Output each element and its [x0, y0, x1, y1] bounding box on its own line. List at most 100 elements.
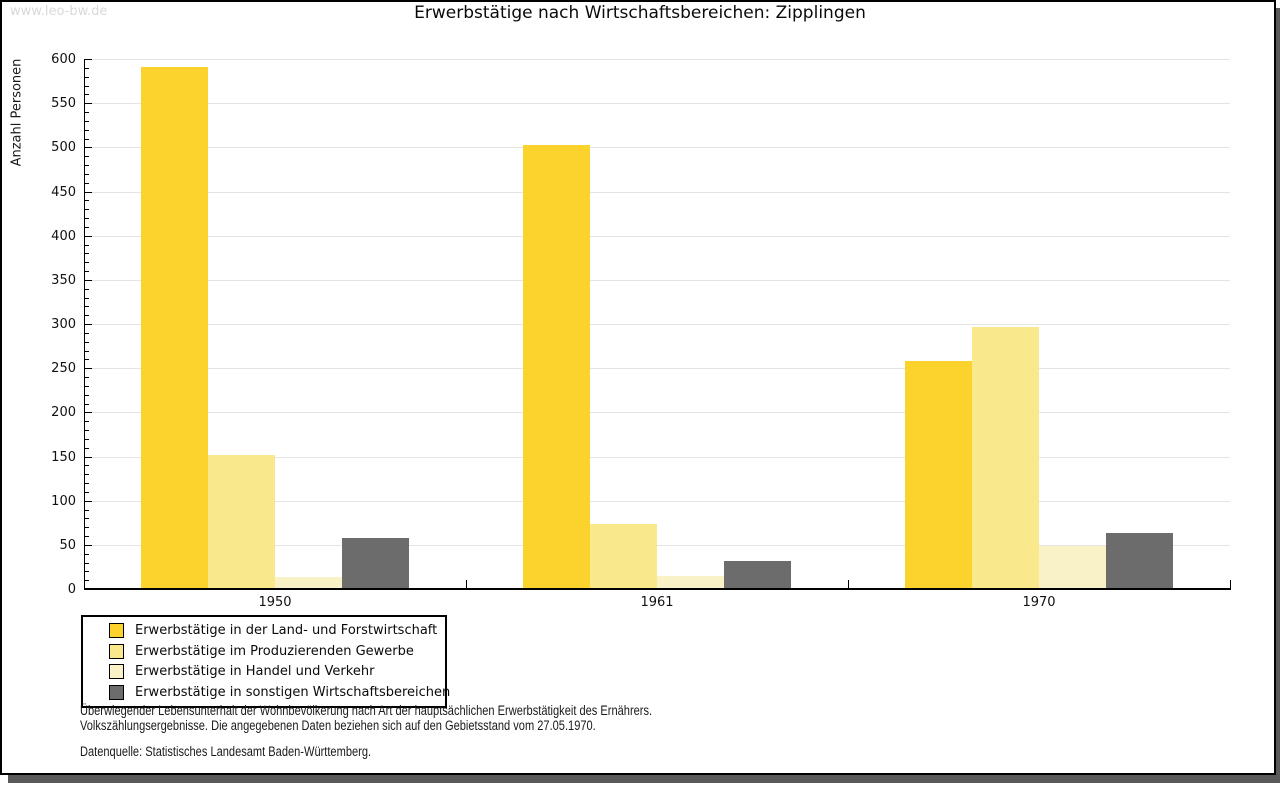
legend-label: Erwerbstätige in Handel und Verkehr: [135, 664, 375, 679]
y-minor-tick: [85, 112, 89, 113]
y-tick-label: 300: [51, 317, 76, 332]
y-minor-tick: [85, 200, 89, 201]
y-minor-tick: [85, 342, 89, 343]
y-minor-tick: [85, 289, 89, 290]
y-minor-tick: [85, 483, 89, 484]
y-major-tick: [85, 59, 92, 60]
y-major-tick: [85, 280, 92, 281]
y-minor-tick: [85, 121, 89, 122]
y-minor-tick: [85, 218, 89, 219]
footer-line-2: Volkszählungsergebnisse. Die angegebenen…: [80, 717, 596, 733]
legend-item-2: Erwerbstätige im Produzierenden Gewerbe: [109, 643, 436, 659]
y-minor-tick: [85, 439, 89, 440]
x-tick-label: 1950: [258, 595, 292, 610]
y-minor-tick: [85, 474, 89, 475]
y-minor-tick: [85, 156, 89, 157]
legend-item-4: Erwerbstätige in sonstigen Wirtschaftsbe…: [109, 684, 450, 700]
x-boundary-tick: [466, 580, 467, 588]
bar-1961-series-2: [590, 524, 657, 588]
y-minor-tick: [85, 421, 89, 422]
y-minor-tick: [85, 174, 89, 175]
y-major-tick: [85, 501, 92, 502]
watermark: www.leo-bw.de: [10, 4, 108, 19]
y-major-tick: [85, 192, 92, 193]
legend-item-1: Erwerbstätige in der Land- und Forstwirt…: [109, 623, 438, 638]
y-minor-tick: [85, 315, 89, 316]
gridline-350: [84, 280, 1230, 281]
bar-1961-series-3: [657, 576, 724, 588]
y-minor-tick: [85, 245, 89, 246]
y-minor-tick: [85, 492, 89, 493]
gridline-250: [84, 368, 1230, 369]
y-minor-tick: [85, 139, 89, 140]
y-tick-label: 200: [51, 405, 76, 420]
y-minor-tick: [85, 306, 89, 307]
x-tick-label: 1961: [640, 595, 674, 610]
bar-1950-series-3: [275, 577, 342, 588]
bar-1970-series-3: [1039, 546, 1106, 588]
gridline-400: [84, 236, 1230, 237]
legend-item-3: Erwerbstätige in Handel und Verkehr: [109, 664, 436, 679]
gridline-300: [84, 324, 1230, 325]
y-tick-label: 50: [59, 538, 76, 553]
y-minor-tick: [85, 404, 89, 405]
legend-swatch-icon: [109, 623, 124, 638]
gridline-50: [84, 545, 1230, 546]
y-major-tick: [85, 103, 92, 104]
legend-swatch-icon: [109, 643, 124, 659]
legend-label: Erwerbstätige in der Land- und Forstwirt…: [135, 623, 438, 638]
y-minor-tick: [85, 271, 89, 272]
bar-1950-series-1: [141, 67, 208, 588]
y-minor-tick: [85, 377, 89, 378]
y-major-tick: [85, 457, 92, 458]
bar-1970-series-1: [905, 361, 972, 588]
gridline-100: [84, 501, 1230, 502]
y-minor-tick: [85, 253, 89, 254]
y-minor-tick: [85, 165, 89, 166]
y-minor-tick: [85, 68, 89, 69]
y-minor-tick: [85, 298, 89, 299]
y-minor-tick: [85, 183, 89, 184]
x-tick-label: 1970: [1022, 595, 1056, 610]
bar-1961-series-1: [523, 145, 590, 588]
y-minor-tick: [85, 465, 89, 466]
chart-title: Erwerbstätige nach Wirtschaftsbereichen:…: [414, 3, 866, 23]
y-tick-label: 350: [51, 273, 76, 288]
y-minor-tick: [85, 527, 89, 528]
y-major-tick: [85, 412, 92, 413]
gridline-450: [84, 192, 1230, 193]
gridline-150: [84, 457, 1230, 458]
y-minor-tick: [85, 333, 89, 334]
y-major-tick: [85, 236, 92, 237]
y-minor-tick: [85, 395, 89, 396]
y-minor-tick: [85, 430, 89, 431]
y-tick-label: 0: [67, 582, 76, 597]
y-tick-label: 250: [51, 361, 76, 376]
x-axis-line: [84, 588, 1231, 590]
gridline-200: [84, 412, 1230, 413]
y-minor-tick: [85, 580, 89, 581]
y-minor-tick: [85, 130, 89, 131]
y-axis-line: [84, 59, 85, 589]
y-tick-label: 500: [51, 140, 76, 155]
y-minor-tick: [85, 227, 89, 228]
y-minor-tick: [85, 571, 89, 572]
bar-1961-series-4: [724, 561, 791, 588]
x-boundary-tick: [848, 580, 849, 588]
y-major-tick: [85, 147, 92, 148]
y-tick-label: 600: [51, 52, 76, 67]
y-tick-label: 150: [51, 450, 76, 465]
legend-label: Erwerbstätige in sonstigen Wirtschaftsbe…: [135, 684, 451, 700]
y-tick-label: 100: [51, 494, 76, 509]
y-minor-tick: [85, 86, 89, 87]
bar-1970-series-2: [972, 327, 1039, 588]
y-tick-label: 550: [51, 96, 76, 111]
legend-swatch-icon: [109, 684, 124, 700]
gridline-500: [84, 147, 1230, 148]
y-minor-tick: [85, 518, 89, 519]
y-minor-tick: [85, 94, 89, 95]
y-minor-tick: [85, 351, 89, 352]
bar-1970-series-4: [1106, 533, 1173, 588]
y-minor-tick: [85, 77, 89, 78]
